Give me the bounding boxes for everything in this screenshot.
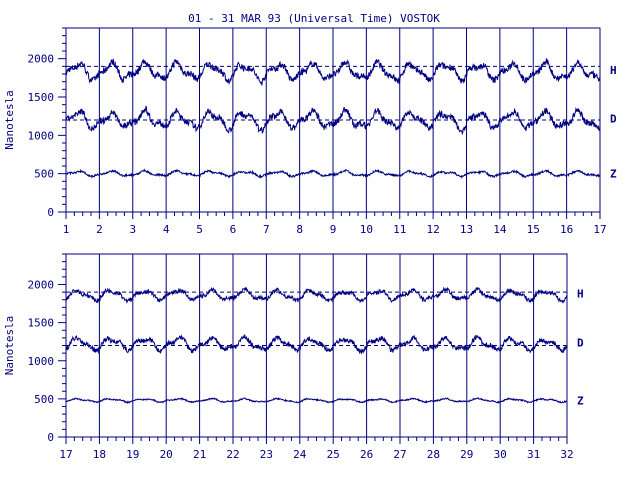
series-label-d: D — [610, 112, 617, 125]
x-tick-label: 6 — [230, 223, 237, 236]
y-tick-label: 1000 — [28, 129, 55, 142]
series-line-d — [65, 334, 568, 355]
chart-panel-1: 1 2 3 4 5 6 7 8 9 10 11 12 13 14 15 16 17050010001500200… — [3, 27, 617, 236]
x-tick-label: 29 — [460, 448, 473, 461]
y-tick-label: 2000 — [28, 53, 55, 66]
series-line-d — [65, 105, 601, 136]
y-tick-label: 500 — [34, 393, 54, 406]
series-line-z — [65, 396, 568, 404]
x-tick-label: 3 — [129, 223, 136, 236]
x-tick-label: 16 — [560, 223, 573, 236]
x-tick-label: 25 — [327, 448, 340, 461]
x-tick-label: 23 — [260, 448, 273, 461]
y-tick-label: 500 — [34, 168, 54, 181]
y-axis-label: Nanotesla — [3, 90, 16, 150]
x-tick-label: 14 — [493, 223, 507, 236]
x-tick-label: 7 — [263, 223, 270, 236]
x-tick-label: 28 — [427, 448, 440, 461]
x-tick-label: 8 — [296, 223, 303, 236]
x-tick-label: 11 — [393, 223, 406, 236]
series-label-z: Z — [577, 394, 584, 407]
series-label-d: D — [577, 336, 584, 349]
x-tick-label: 17 — [593, 223, 606, 236]
x-tick-label: 17 — [59, 448, 72, 461]
series-line-z — [66, 168, 601, 180]
x-tick-label: 30 — [494, 448, 507, 461]
y-tick-label: 1000 — [28, 355, 55, 368]
series-label-h: H — [577, 288, 584, 301]
y-tick-label: 1500 — [28, 91, 55, 104]
series-line-h — [65, 58, 601, 86]
x-tick-label: 2 — [96, 223, 103, 236]
y-tick-label: 0 — [47, 206, 54, 219]
x-tick-label: 4 — [163, 223, 170, 236]
chart-title: 01 - 31 MAR 93 (Universal Time) VOSTOK — [188, 12, 440, 25]
x-tick-label: 27 — [393, 448, 406, 461]
x-tick-label: 5 — [196, 223, 203, 236]
y-tick-label: 1500 — [28, 317, 55, 330]
x-tick-label: 12 — [427, 223, 440, 236]
chart-panel-2: 17 18 19 20 21 22 23 24 25 26 27 28 29 30 31 32 0 500 1000… — [3, 253, 584, 461]
series-line-h — [65, 286, 568, 304]
x-tick-label: 24 — [293, 448, 307, 461]
series-label-h: H — [610, 64, 617, 77]
x-tick-label: 13 — [460, 223, 473, 236]
x-tick-label: 18 — [93, 448, 106, 461]
x-tick-label: 9 — [330, 223, 337, 236]
x-tick-label: 19 — [126, 448, 139, 461]
x-tick-label: 10 — [360, 223, 373, 236]
x-tick-label: 21 — [193, 448, 206, 461]
x-tick-label: 15 — [527, 223, 540, 236]
y-tick-label: 2000 — [28, 279, 55, 292]
x-tick-label: 26 — [360, 448, 373, 461]
x-tick-label: 22 — [226, 448, 239, 461]
x-tick-label: 31 — [527, 448, 540, 461]
y-axis-label: Nanotesla — [3, 316, 16, 376]
x-tick-label: 1 — [63, 223, 70, 236]
x-tick-label: 32 — [560, 448, 573, 461]
series-label-z: Z — [610, 168, 617, 181]
x-tick-label: 20 — [160, 448, 173, 461]
y-tick-label: 0 — [47, 431, 54, 444]
